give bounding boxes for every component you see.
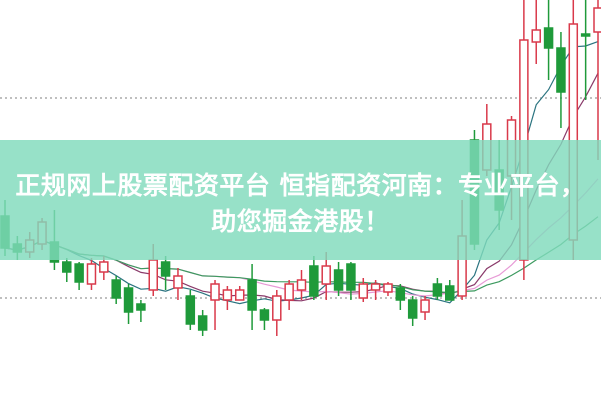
candle-up <box>370 283 381 291</box>
candle-down <box>580 33 591 37</box>
candle-up <box>86 263 97 285</box>
candle-down <box>432 283 443 297</box>
candle-down <box>197 315 208 331</box>
candle-down <box>445 285 455 301</box>
candle-down <box>309 265 319 297</box>
candle-up <box>420 299 430 313</box>
candle-up <box>321 265 331 285</box>
candle-down <box>62 261 72 273</box>
candle-up <box>234 289 245 301</box>
candle-down <box>160 261 171 277</box>
candle-down <box>136 303 146 311</box>
candle-down <box>395 287 406 301</box>
candle-up <box>173 275 183 289</box>
candle-up <box>222 289 233 301</box>
candle-up <box>531 29 541 43</box>
candle-down <box>123 287 134 313</box>
candle-down <box>111 279 121 299</box>
candle-down <box>543 27 554 49</box>
candle-up <box>210 283 220 301</box>
candle-up <box>296 279 307 291</box>
candle-down <box>556 47 566 93</box>
banner-title-line-2: 助您掘金港股！ <box>211 207 390 236</box>
candle-down <box>74 263 84 283</box>
candle-up <box>593 7 601 33</box>
candle-up <box>148 259 158 291</box>
title-banner: 正规网上股票配资平台 恒指配资河南：专业平台， 助您掘金港股！ <box>0 140 601 260</box>
banner-title-line-1: 正规网上股票配资平台 恒指配资河南：专业平台， <box>15 171 586 200</box>
candle-down <box>346 263 356 291</box>
candle-down <box>185 295 196 325</box>
candle-down <box>407 299 418 319</box>
candle-up <box>284 283 294 301</box>
candle-up <box>383 283 393 293</box>
candle-up <box>358 283 369 299</box>
candle-down <box>247 279 257 311</box>
candle-up <box>99 261 109 273</box>
candle-down <box>333 269 344 291</box>
candle-down <box>259 309 270 321</box>
candle-up <box>272 295 282 321</box>
